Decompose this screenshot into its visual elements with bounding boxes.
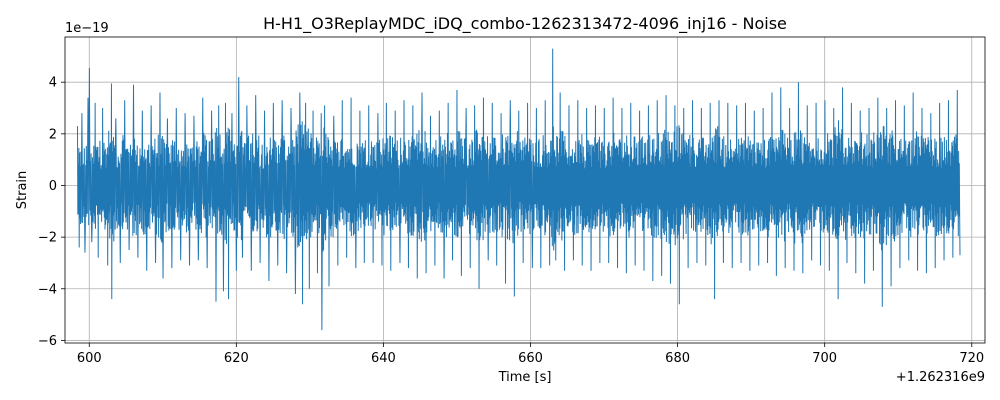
x-tick-label: 720: [959, 351, 984, 366]
noise-series-line: [77, 48, 961, 331]
y-axis-label: Strain: [15, 171, 30, 210]
x-offset-label: +1.262316e9: [896, 370, 985, 385]
y-tick-label: 0: [49, 179, 57, 194]
y-tick-label: 4: [49, 76, 57, 91]
axes-frame: [64, 36, 986, 344]
x-tick-label: 600: [77, 351, 102, 366]
y-scale-label: 1e−19: [65, 21, 109, 36]
y-tick-label: −6: [38, 334, 57, 349]
y-tick-label: 2: [49, 127, 57, 142]
x-tick-label: 640: [371, 351, 396, 366]
y-tick-label: −2: [38, 231, 57, 246]
chart-title: H-H1_O3ReplayMDC_iDQ_combo-1262313472-40…: [263, 14, 787, 34]
y-tick-label: −4: [38, 282, 57, 297]
x-tick-label: 620: [224, 351, 249, 366]
x-tick-label: 660: [518, 351, 543, 366]
x-tick-label: 680: [665, 351, 690, 366]
x-axis-label: Time [s]: [498, 370, 552, 385]
x-tick-label: 700: [812, 351, 837, 366]
axis-ticks: 600 620 640 660 680 700 720 −6 −4 −2 0 2 4: [38, 76, 984, 366]
plot-area: [77, 48, 961, 331]
